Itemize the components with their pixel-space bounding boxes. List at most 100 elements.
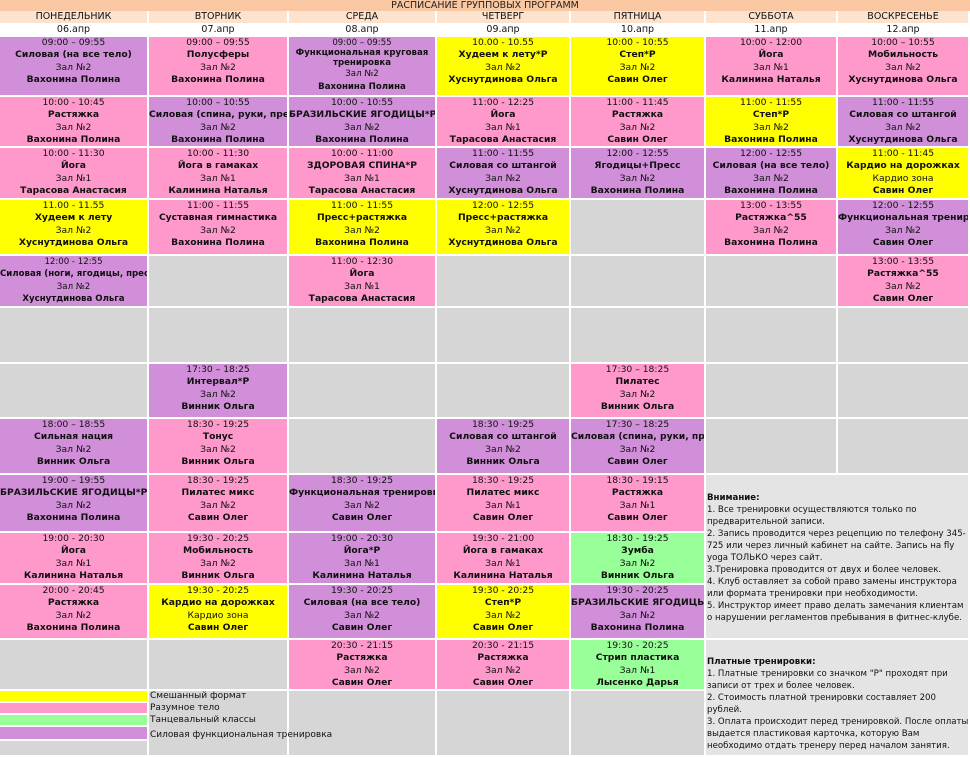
class-cell[interactable]: 11:00 - 11:55 Силовая со штангой Зал №2 Хус… <box>437 148 571 200</box>
class-room: Зал №1 <box>344 172 380 184</box>
empty-slot <box>289 364 437 419</box>
class-time: 10:00 – 10:55 <box>871 37 935 48</box>
class-room: Зал №2 <box>619 121 656 133</box>
class-name: Степ*Р <box>752 109 790 121</box>
class-cell[interactable]: 20:00 - 20:45 Растяжка Зал №2 Вахонина Поли… <box>0 585 149 640</box>
class-trainer: Винник Ольга <box>181 455 255 467</box>
class-cell[interactable]: 19:00 – 19:55 БРАЗИЛЬСКИЕ ЯГОДИЦЫ*Р Зал №2… <box>0 475 149 533</box>
class-cell[interactable]: 20:30 - 21:15 Растяжка Зал №2 Савин Олег <box>437 640 571 691</box>
class-time: 18:30 - 19:25 <box>606 533 669 544</box>
class-cell[interactable]: 10:00 - 11:00 ЗДОРОВАЯ СПИНА*Р Зал №1 Тарас… <box>289 148 437 200</box>
legend-swatch-purple <box>0 727 147 741</box>
class-name: ЗДОРОВАЯ СПИНА*Р <box>307 160 417 172</box>
class-cell[interactable]: 12:00 - 12:55 Силовая (на все тело) Зал №2… <box>706 148 838 200</box>
class-cell[interactable]: 10:00 – 10:55 Силовая (спина, руки, пресс… <box>149 97 289 148</box>
class-cell[interactable]: 11.00 - 11.55 Худеем к лету Зал №2 Хуснутди… <box>0 200 149 256</box>
class-cell[interactable]: 19:30 - 20:25 Силовая (на все тело) Зал №2… <box>289 585 437 640</box>
class-cell[interactable]: 19:00 - 20:30 Йога Зал №1 Калинина Наталья <box>0 533 149 585</box>
class-cell[interactable]: 10:00 - 11:30 Йога в гамаках Зал №1 Калинин… <box>149 148 289 200</box>
class-cell[interactable]: 17:30 – 18:25 Интервал*Р Зал №2 Винник Ольг… <box>149 364 289 419</box>
class-cell[interactable]: 17:30 – 18:25 Пилатес Зал №2 Винник Ольга <box>571 364 706 419</box>
class-room: Зал №2 <box>753 172 789 184</box>
class-name: Йога <box>349 268 375 280</box>
class-cell[interactable]: 11:00 - 11:55 Суставная гимнастика Зал №2 В… <box>149 200 289 256</box>
class-cell[interactable]: 18:30 - 19:25 Тонус Зал №2 Винник Ольга <box>149 419 289 475</box>
class-room: Зал №2 <box>55 224 92 236</box>
class-cell[interactable]: 09:00 – 09:55 Функциональная круговая тре… <box>289 37 437 97</box>
class-cell[interactable]: 19:30 - 20:25 Мобильность Зал №2 Винник Оль… <box>149 533 289 585</box>
class-room: Кардио зона <box>187 609 249 621</box>
class-trainer: Тарасова Анастасия <box>20 184 127 196</box>
class-time: 18:30 - 19:25 <box>186 475 250 486</box>
class-name: Растяжка <box>47 109 100 121</box>
class-cell[interactable]: 10:00 - 10:55 Степ*Р Зал №2 Савин Олег <box>571 37 706 97</box>
empty-slot <box>571 200 706 256</box>
class-cell[interactable]: 11:00 - 11:55 Пресс+растяжка Зал №2 Вахонин… <box>289 200 437 256</box>
class-time: 11:00 - 12:25 <box>471 97 535 108</box>
class-cell[interactable]: 11:00 - 12:30 Йога Зал №1 Тарасова Анастаси… <box>289 256 437 308</box>
class-cell[interactable]: 18:30 - 19:25 Пилатес микс Зал №1 Савин Оле… <box>437 475 571 533</box>
class-name: Силовая (на все тело) <box>303 597 421 609</box>
empty-slot <box>149 640 289 691</box>
class-cell[interactable]: 12:00 - 12:55 Пресс+растяжка Зал №2 Хуснутд… <box>437 200 571 256</box>
class-trainer: Савин Олег <box>872 184 934 196</box>
class-name: Йога*Р <box>343 545 381 557</box>
class-cell[interactable]: 10:00 – 10:55 Мобильность Зал №2 Хуснутдино… <box>838 37 970 97</box>
class-name: Растяжка^55 <box>867 268 939 280</box>
class-cell[interactable]: 12:00 - 12:55 Ягодицы+Пресс Зал №2 Вахонина… <box>571 148 706 200</box>
class-cell[interactable]: 18:30 - 19:25 Функциональная тренировка За… <box>289 475 437 533</box>
class-cell[interactable]: 20:30 - 21:15 Растяжка Зал №2 Савин Олег <box>289 640 437 691</box>
class-cell[interactable]: 12:00 - 12:55 Силовая (ноги, ягодицы, пре… <box>0 256 149 308</box>
class-time: 13:00 - 13:55 <box>871 256 935 267</box>
class-cell[interactable]: 18:00 – 18:55 Сильная нация Зал №2 Винник О… <box>0 419 149 475</box>
class-name: Тонус <box>202 431 234 443</box>
class-cell[interactable]: 11:00 - 12:25 Йога Зал №1 Тарасова Анастаси… <box>437 97 571 148</box>
class-cell[interactable]: 10:00 - 10:45 Растяжка Зал №2 Вахонина Поли… <box>0 97 149 148</box>
class-cell[interactable]: 18:30 - 19:25 Пилатес микс Зал №2 Савин Оле… <box>149 475 289 533</box>
class-cell[interactable]: 13:00 - 13:55 Растяжка^55 Зал №2 Вахонина П… <box>706 200 838 256</box>
class-time: 19:30 - 20:25 <box>186 585 250 596</box>
class-cell[interactable]: 09:00 – 09:55 Полусферы Зал №2 Вахонина Пол… <box>149 37 289 97</box>
class-cell[interactable]: 10.00 - 10.55 Худеем к лету*Р Зал №2 Хуснут… <box>437 37 571 97</box>
class-trainer: Калинина Наталья <box>312 569 412 581</box>
legend-label: Танцевальный классы <box>150 715 256 725</box>
class-cell[interactable]: 10:00 - 10:55 БРАЗИЛЬСКИЕ ЯГОДИЦЫ*Р Зал №2… <box>289 97 437 148</box>
class-name: Йога в гамаках <box>462 545 544 557</box>
class-cell[interactable]: 11:00 - 11:55 Силовая со штангой Зал №2 Хус… <box>838 97 970 148</box>
class-time: 11:00 - 12:30 <box>330 256 394 267</box>
class-cell[interactable]: 19:30 - 20:25 Кардио на дорожках Кардио зо… <box>149 585 289 640</box>
class-cell[interactable]: 11:00 - 11:45 Растяжка Зал №2 Савин Олег <box>571 97 706 148</box>
class-cell[interactable]: 19:00 - 20:30 Йога*Р Зал №1 Калинина Наталь… <box>289 533 437 585</box>
class-cell[interactable]: 19:30 - 20:25 Степ*Р Зал №2 Савин Олег <box>437 585 571 640</box>
class-trainer: Винник Ольга <box>36 455 111 467</box>
class-trainer: Лысенко Дарья <box>596 676 679 688</box>
empty-slot <box>0 640 149 691</box>
class-time: 18:30 - 19:25 <box>330 475 394 486</box>
class-name: Пилатес <box>615 376 660 388</box>
class-cell[interactable]: 09:00 – 09:55 Силовая (на все тело) Зал №2… <box>0 37 149 97</box>
class-room: Зал №1 <box>200 172 236 184</box>
class-trainer: Савин Олег <box>607 511 668 523</box>
class-name: Полусферы <box>186 49 250 61</box>
empty-slot <box>706 364 838 419</box>
class-cell[interactable]: 19:30 - 21:00 Йога в гамаках Зал №1 Калинин… <box>437 533 571 585</box>
class-room: Зал №1 <box>55 557 92 569</box>
class-cell[interactable]: 11:00 - 11:45 Кардио на дорожках Кардио зо… <box>838 148 970 200</box>
class-name: БРАЗИЛЬСКИЕ ЯГОДИЦЫ*Р <box>289 109 437 121</box>
class-cell[interactable]: 10:00 - 12:00 Йога Зал №1 Калинина Наталья <box>706 37 838 97</box>
class-cell[interactable]: 11:00 - 11:55 Степ*Р Зал №2 Вахонина Полина <box>706 97 838 148</box>
class-trainer: Савин Олег <box>331 511 393 523</box>
class-trainer: Вахонина Полина <box>590 184 685 196</box>
class-trainer: Тарасова Анастасия <box>308 292 416 304</box>
class-cell[interactable]: 18:30 - 19:25 Зумба Зал №2 Винник Ольга <box>571 533 706 585</box>
class-cell[interactable]: 18:30 - 19:25 Силовая со штангой Зал №2 Вин… <box>437 419 571 475</box>
class-cell[interactable]: 19:30 - 20:25 Стрип пластика Зал №1 Лысенко… <box>571 640 706 691</box>
class-cell[interactable]: 13:00 - 13:55 Растяжка^55 Зал №2 Савин Олег <box>838 256 970 308</box>
class-cell[interactable]: 10:00 - 11:30 Йога Зал №1 Тарасова Анастаси… <box>0 148 149 200</box>
class-cell[interactable]: 19:30 - 20:25 БРАЗИЛЬСКИЕ ЯГОДИЦЫ*Р Зал №2… <box>571 585 706 640</box>
class-cell[interactable]: 18:30 - 19:15 Растяжка Зал №1 Савин Олег <box>571 475 706 533</box>
class-room: Зал №2 <box>344 609 380 621</box>
class-room: Зал №2 <box>344 224 380 236</box>
